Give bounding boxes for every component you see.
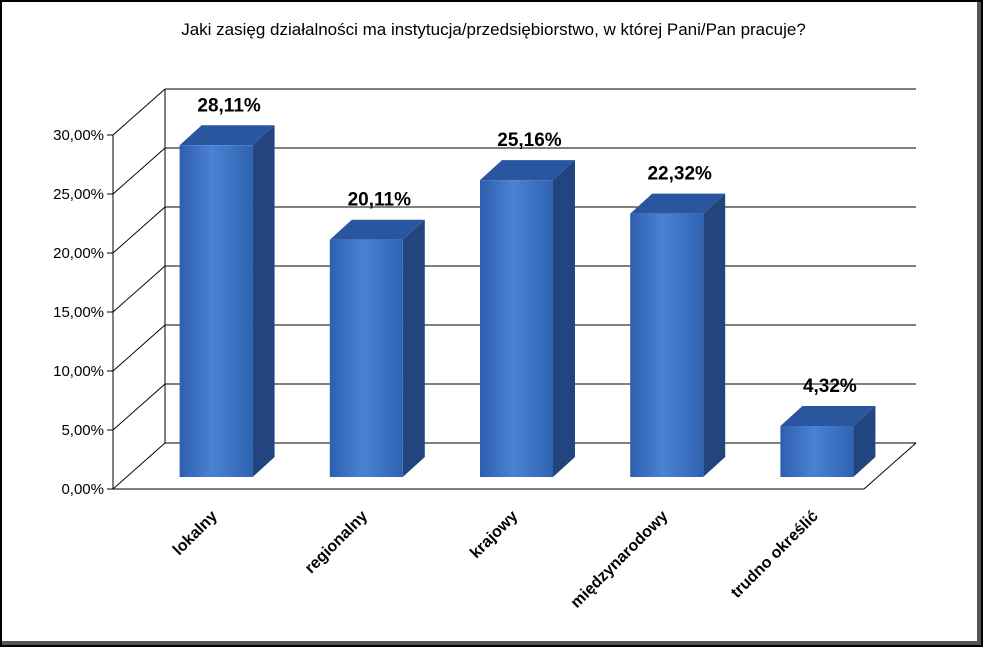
side-wall-line: [112, 147, 166, 195]
y-tick-label: 10,00%: [53, 363, 104, 380]
category-label: międzynarodowy: [568, 508, 672, 612]
bar-1: [179, 125, 275, 477]
floor-right-edge: [863, 442, 917, 490]
side-wall-line: [112, 206, 166, 254]
bar-top-face: [780, 406, 876, 427]
bar-5: [780, 406, 876, 477]
bar-top-face: [480, 160, 575, 181]
bar-top-face: [329, 219, 425, 240]
bar-side-face: [402, 219, 425, 477]
bar-side-face: [553, 160, 575, 477]
side-wall-line: [112, 324, 166, 372]
data-label: 4,32%: [803, 376, 857, 397]
category-label: trudno określić: [728, 508, 822, 602]
data-label: 25,16%: [497, 130, 562, 151]
data-label: 20,11%: [348, 190, 411, 211]
side-wall-line: [112, 383, 166, 431]
y-tick-label: 25,00%: [53, 186, 104, 203]
category-label: lokalny: [170, 508, 221, 559]
side-wall-line: [112, 265, 166, 313]
y-tick-label: 20,00%: [53, 245, 104, 262]
bar-3: [480, 160, 575, 477]
bar-front-face: [179, 145, 253, 477]
chart-title: Jaki zasięg działalności ma instytucja/p…: [181, 20, 806, 39]
bar-top-face: [630, 193, 726, 214]
data-label: 22,32%: [647, 164, 712, 185]
bar-side-face: [853, 406, 876, 477]
bar-top-face: [179, 125, 275, 146]
y-tick-label: 5,00%: [61, 422, 104, 439]
bar-side-face: [703, 193, 726, 477]
data-label: 28,11%: [197, 95, 260, 116]
y-tick-label: 15,00%: [53, 304, 104, 321]
y-tick-label: 30,00%: [53, 127, 104, 144]
category-label: krajowy: [467, 508, 521, 562]
category-label: regionalny: [302, 508, 371, 577]
bar-2: [329, 219, 425, 477]
bar-4: [630, 193, 726, 477]
y-tick-label: 0,00%: [61, 481, 104, 498]
bar-front-face: [780, 426, 854, 477]
bar-front-face: [329, 239, 403, 477]
bar-side-face: [252, 125, 275, 477]
side-wall-line: [112, 88, 166, 136]
bar-front-face: [480, 180, 553, 477]
side-wall-line: [112, 442, 166, 490]
bar-front-face: [630, 213, 704, 477]
